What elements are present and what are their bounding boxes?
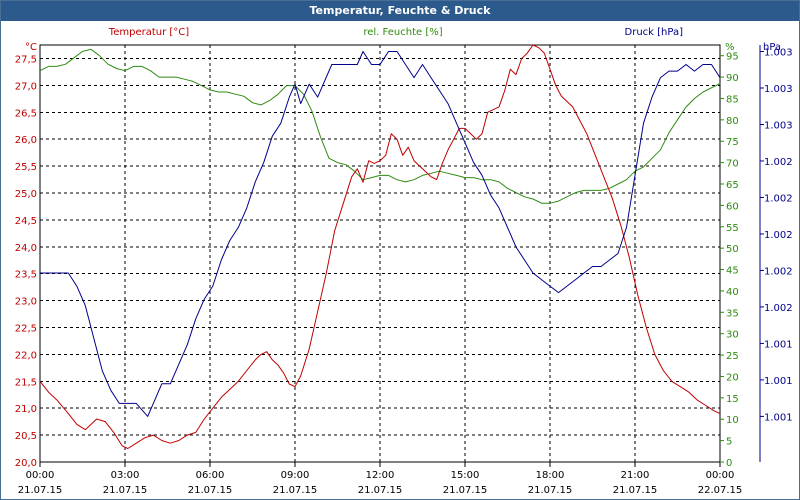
series-layer: [39, 44, 721, 449]
chart-title: Temperatur, Feuchte & Druck: [309, 4, 491, 17]
pressure-axis-label: Druck [hPa]: [625, 27, 684, 38]
pressure-tick-label: 1.001: [764, 339, 793, 350]
humidity-tick-label: 55: [726, 223, 739, 234]
humidity-tick-label: 40: [726, 287, 739, 298]
humidity-tick-label: 60: [726, 201, 739, 212]
x-tick-time-label: 03:00: [111, 470, 140, 481]
x-tick-time-label: 21:00: [621, 470, 650, 481]
temperature-tick-label: 22,0: [15, 350, 37, 361]
humidity-tick-label: 85: [726, 94, 739, 105]
humidity-tick-label: 0: [726, 458, 732, 469]
humidity-tick-label: 75: [726, 137, 739, 148]
temperature-series-line: [39, 44, 721, 449]
temperature-tick-label: 25,0: [15, 189, 37, 200]
temperature-tick-label: 26,5: [15, 108, 37, 119]
humidity-tick-label: 90: [726, 73, 739, 84]
pressure-tick-label: 1.003: [764, 84, 793, 95]
x-tick-time-label: 12:00: [366, 470, 395, 481]
grid: [40, 45, 720, 462]
title-bar: Temperatur, Feuchte & Druck: [1, 1, 799, 21]
x-tick-date-label: 21.07.15: [103, 485, 148, 496]
humidity-tick-label: 95: [726, 52, 739, 63]
pressure-unit-label: hPa: [763, 42, 781, 53]
temperature-unit-label: °C: [25, 42, 37, 53]
temperature-tick-label: 26,0: [15, 135, 37, 146]
x-tick-time-label: 06:00: [196, 470, 225, 481]
x-tick-date-label: 21.07.15: [273, 485, 318, 496]
humidity-tick-label: 70: [726, 159, 739, 170]
temperature-tick-label: 23,0: [15, 297, 37, 308]
pressure-tick-label: 1.002: [764, 303, 793, 314]
temperature-tick-label: 20,0: [15, 458, 37, 469]
pressure-tick-label: 1.002: [764, 266, 793, 277]
axis-layer: 20,0 20,5 21,0 21,5 22,0 22,5 23,0 23,5 24,0 24,5…: [15, 45, 793, 496]
pressure-tick-label: 1.003: [764, 48, 793, 59]
pressure-tick-label: 1.002: [764, 157, 793, 168]
humidity-tick-label: 25: [726, 351, 739, 362]
humidity-tick-label: 50: [726, 244, 739, 255]
humidity-tick-label: 80: [726, 116, 739, 127]
pressure-tick-label: 1.003: [764, 120, 793, 131]
x-tick-time-label: 15:00: [451, 470, 480, 481]
pressure-tick-label: 1.002: [764, 230, 793, 241]
x-tick-date-label: 21.07.15: [443, 485, 488, 496]
x-tick-date-label: 21.07.15: [18, 485, 63, 496]
humidity-tick-label: 30: [726, 330, 739, 341]
temperature-tick-label: 27,0: [15, 81, 37, 92]
temperature-tick-label: 21,0: [15, 404, 37, 415]
temperature-tick-label: 27,5: [15, 54, 37, 65]
x-tick-time-label: 00:00: [706, 470, 735, 481]
x-tick-time-label: 18:00: [536, 470, 565, 481]
humidity-tick-label: 5: [726, 437, 732, 448]
x-tick-date-label: 21.07.15: [188, 485, 233, 496]
humidity-tick-label: 35: [726, 308, 739, 319]
humidity-axis-label: rel. Feuchte [%]: [363, 27, 442, 38]
x-tick-date-label: 21.07.15: [358, 485, 403, 496]
x-tick-time-label: 09:00: [281, 470, 310, 481]
temperature-tick-label: 25,5: [15, 162, 37, 173]
pressure-tick-label: 1.002: [764, 193, 793, 204]
x-tick-date-label: 21.07.15: [613, 485, 658, 496]
pressure-series-line: [40, 51, 721, 417]
temperature-tick-label: 23,5: [15, 270, 37, 281]
x-tick-time-label: 00:00: [26, 470, 55, 481]
humidity-unit-label: %: [725, 42, 735, 53]
humidity-tick-label: 45: [726, 266, 739, 277]
temperature-tick-label: 24,0: [15, 243, 37, 254]
humidity-tick-label: 10: [726, 415, 739, 426]
temperature-tick-label: 20,5: [15, 431, 37, 442]
pressure-tick-label: 1.001: [764, 412, 793, 423]
pressure-tick-label: 1.001: [764, 376, 793, 387]
x-tick-date-label: 22.07.15: [698, 485, 743, 496]
x-tick-date-label: 21.07.15: [528, 485, 573, 496]
temperature-axis-label: Temperatur [°C]: [108, 27, 189, 38]
humidity-tick-label: 65: [726, 180, 739, 191]
humidity-series-line: [39, 48, 721, 204]
temperature-tick-label: 24,5: [15, 216, 37, 227]
temperature-tick-label: 21,5: [15, 377, 37, 388]
humidity-tick-label: 15: [726, 394, 739, 405]
temperature-tick-label: 22,5: [15, 323, 37, 334]
humidity-tick-label: 20: [726, 372, 739, 383]
